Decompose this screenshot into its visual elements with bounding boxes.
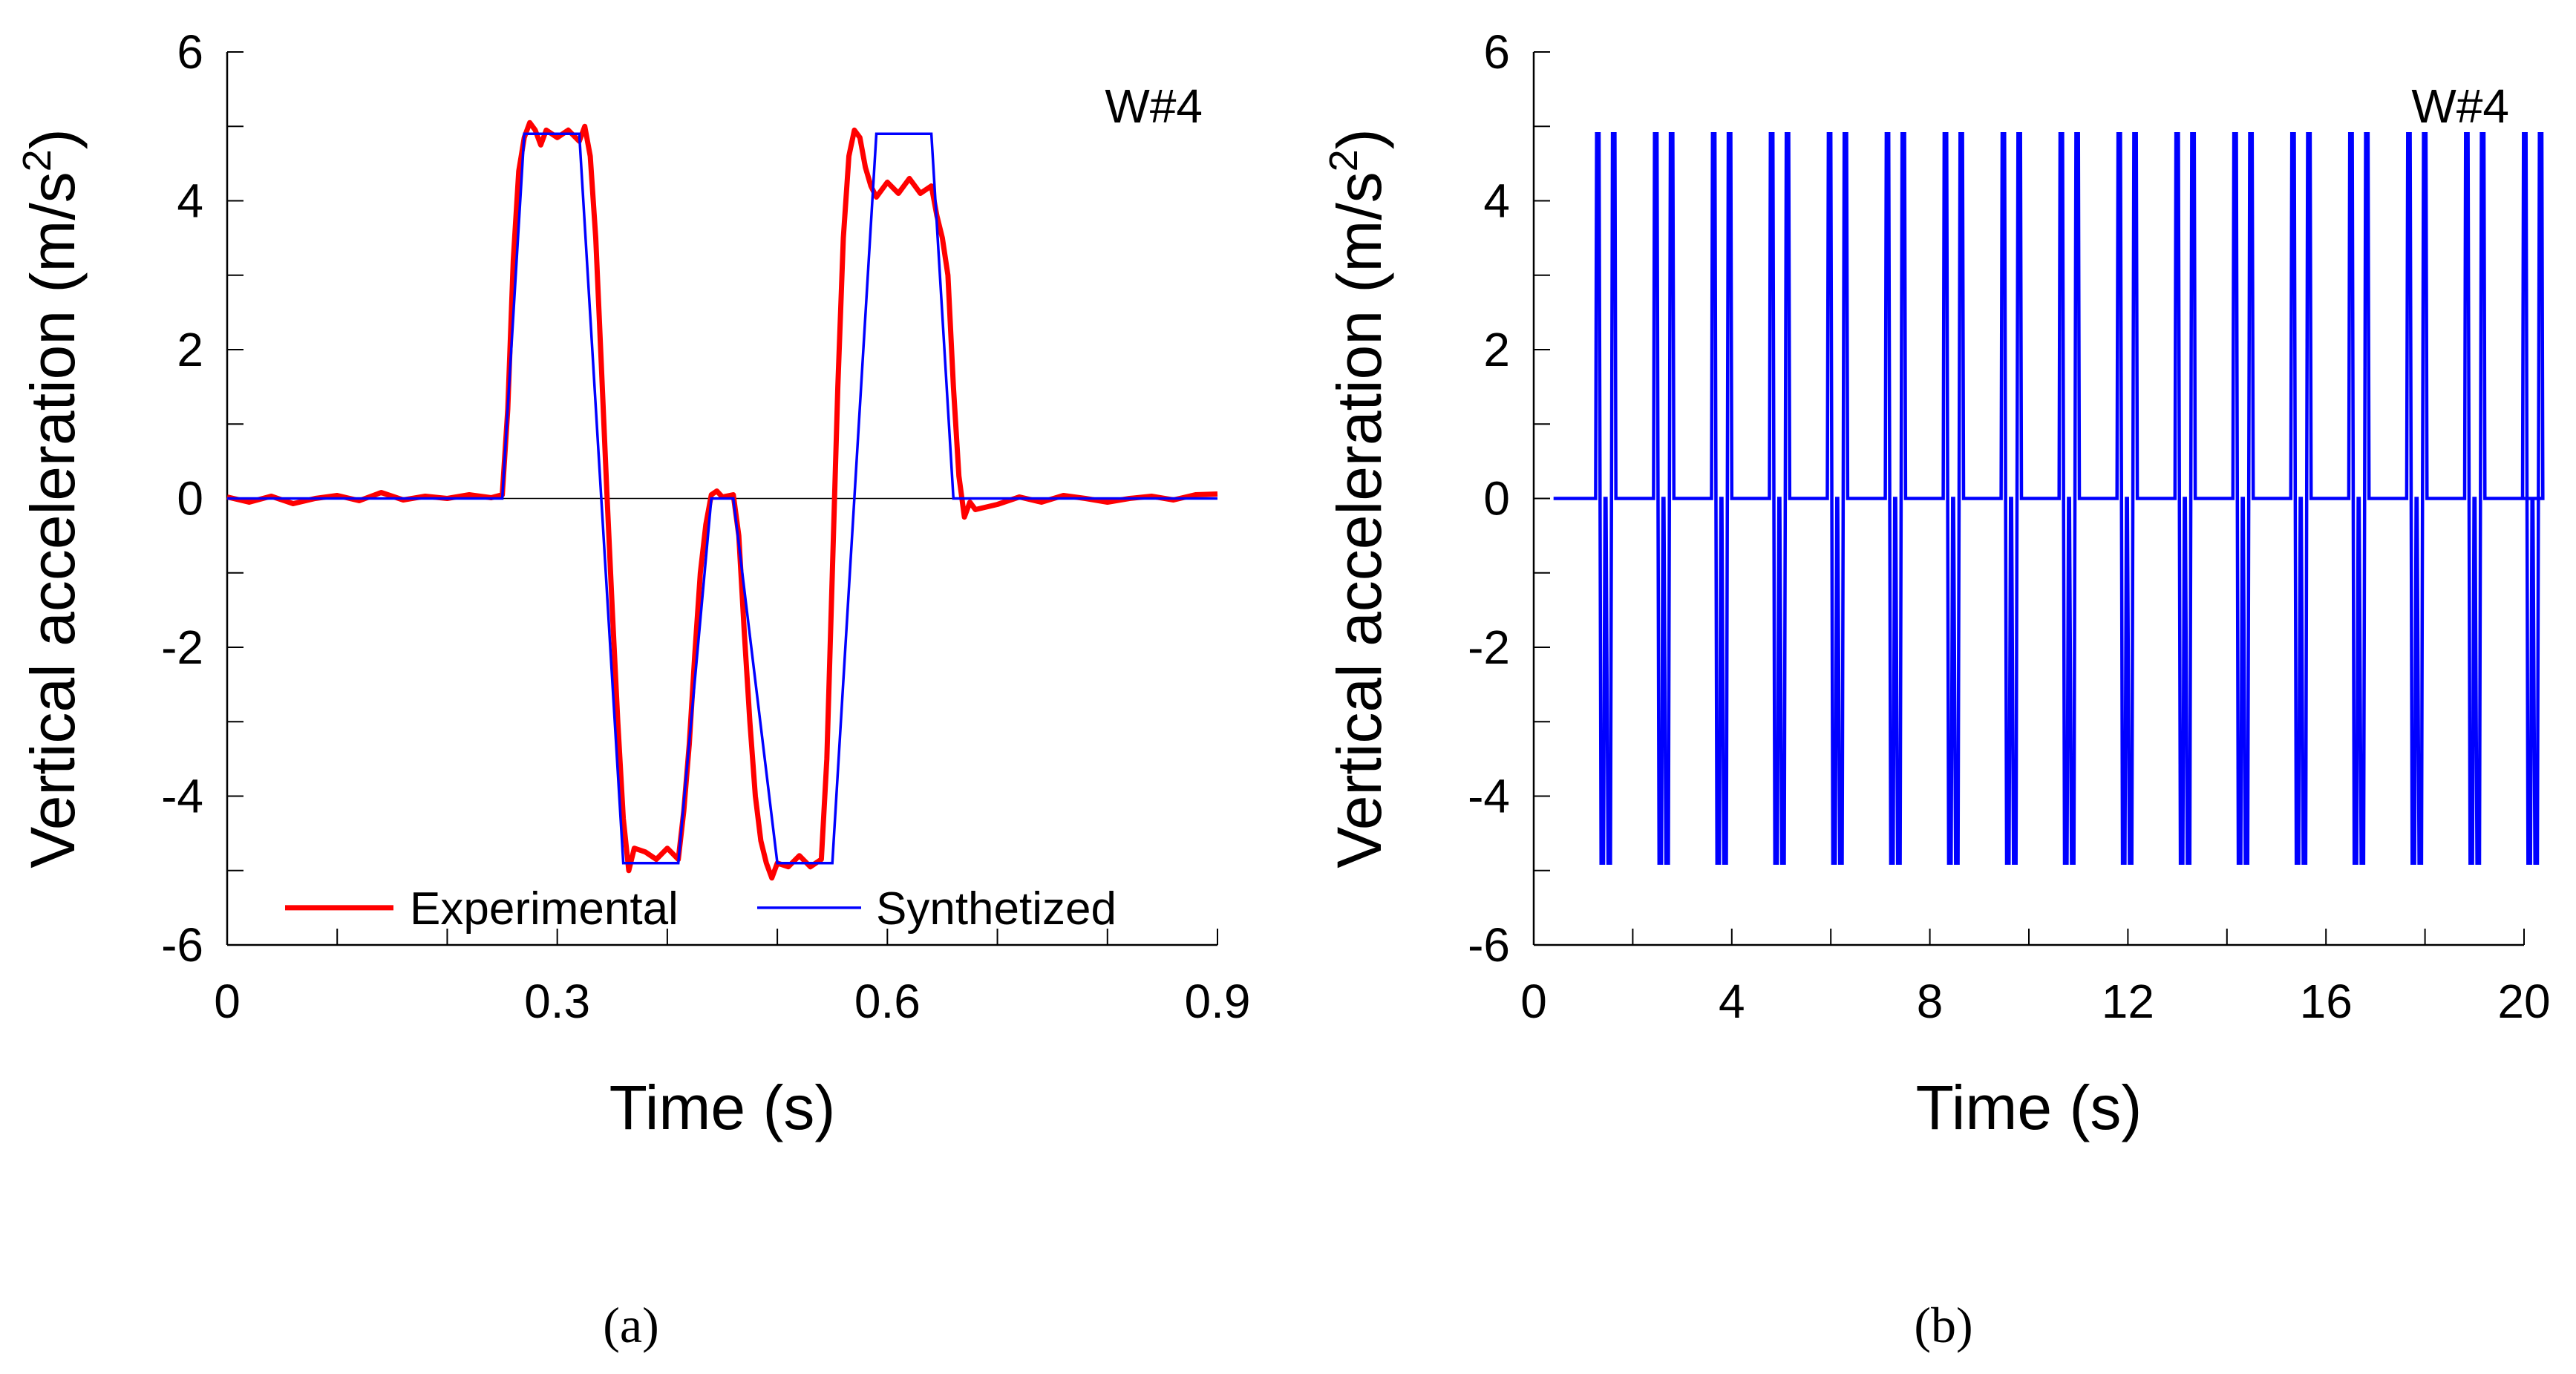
x-tick-label: 12 [2102,975,2154,1028]
panel-a-chart: 0 0.3 0.6 0.9 -6 -4 -2 0 2 4 6 Time (s) Vertical acc… [15,25,1250,1142]
y-axis-label-superscript: 2 [15,149,59,171]
y-axis-label: Vertical acceleration (m/s2) [1321,128,1394,868]
y-tick-label: 2 [1483,323,1510,376]
y-tick-label: -4 [1468,770,1510,823]
legend-label-experimental: Experimental [410,883,679,935]
x-tick-label: 16 [2300,975,2353,1028]
legend-label-synthetized: Synthetized [876,883,1117,935]
y-tick-label: -4 [161,770,203,823]
x-tick-label: 20 [2497,975,2550,1028]
x-tick-label: 0.6 [854,975,921,1028]
panel-b-chart: 0 4 8 12 16 20 -6 -4 -2 0 2 4 6 Time (s) Vertical acce… [1321,25,2551,1142]
y-tick-label: -2 [161,621,203,674]
x-tick-label: 8 [1917,975,1944,1028]
panel-b-caption: (b) [1914,1297,1972,1353]
annotation-label: W#4 [2411,79,2509,133]
panel-a-caption: (a) [603,1297,658,1353]
y-axis-label: Vertical acceleration (m/s2) [15,128,88,868]
y-tick-label: 0 [1483,472,1510,526]
y-tick-label: 4 [177,174,203,228]
x-tick-label: 4 [1719,975,1745,1028]
y-axis-label-text: Vertical acceleration (m/s [18,171,88,868]
x-tick-label: 0 [214,975,241,1028]
y-tick-label: -2 [1468,621,1510,674]
experimental-series-line [226,120,1218,881]
y-tick-label: -6 [1468,918,1510,972]
synthetized-pulse-train-line [1553,132,2545,865]
y-tick-label: 2 [177,323,203,376]
y-axis-label-close: ) [1324,128,1394,149]
y-tick-label: 6 [1483,25,1510,79]
y-axis-label-close: ) [18,128,88,149]
x-tick-label: 0 [1520,975,1547,1028]
y-axis-label-superscript: 2 [1321,149,1366,171]
x-tick-label: 0.9 [1185,975,1251,1028]
x-axis-label: Time (s) [609,1073,836,1142]
y-tick-label: -6 [161,918,203,972]
y-tick-label: 0 [177,472,203,526]
synthetized-series-line [227,132,1217,865]
annotation-label: W#4 [1105,79,1203,133]
x-tick-label: 0.3 [524,975,590,1028]
y-tick-label: 6 [177,25,203,79]
y-tick-label: 4 [1483,174,1510,228]
y-axis-label-text: Vertical acceleration (m/s [1324,171,1394,868]
x-axis-label: Time (s) [1916,1073,2142,1142]
